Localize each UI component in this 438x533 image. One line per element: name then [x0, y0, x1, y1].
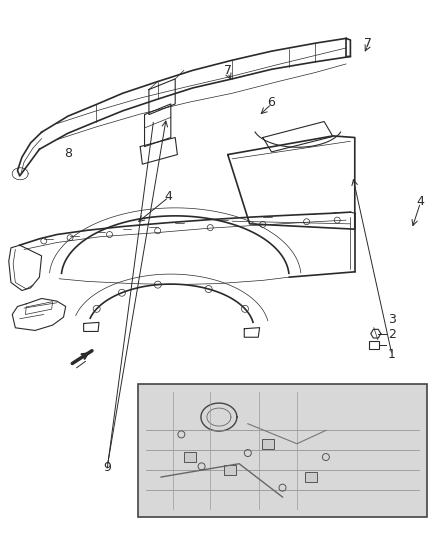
Bar — [262, 439, 274, 449]
Bar — [138, 384, 427, 517]
Bar — [370, 341, 379, 350]
Text: 7: 7 — [224, 64, 232, 77]
Bar — [184, 452, 196, 462]
Text: 6: 6 — [268, 96, 276, 109]
Text: 3: 3 — [388, 313, 396, 326]
Text: 9: 9 — [103, 462, 111, 474]
Text: 1: 1 — [388, 349, 396, 361]
Text: 2: 2 — [388, 328, 396, 341]
Text: 4: 4 — [417, 195, 424, 208]
Bar — [305, 472, 318, 482]
Bar — [225, 465, 237, 475]
Text: 8: 8 — [64, 147, 72, 160]
Text: 4: 4 — [165, 190, 173, 203]
Text: 7: 7 — [364, 37, 372, 50]
